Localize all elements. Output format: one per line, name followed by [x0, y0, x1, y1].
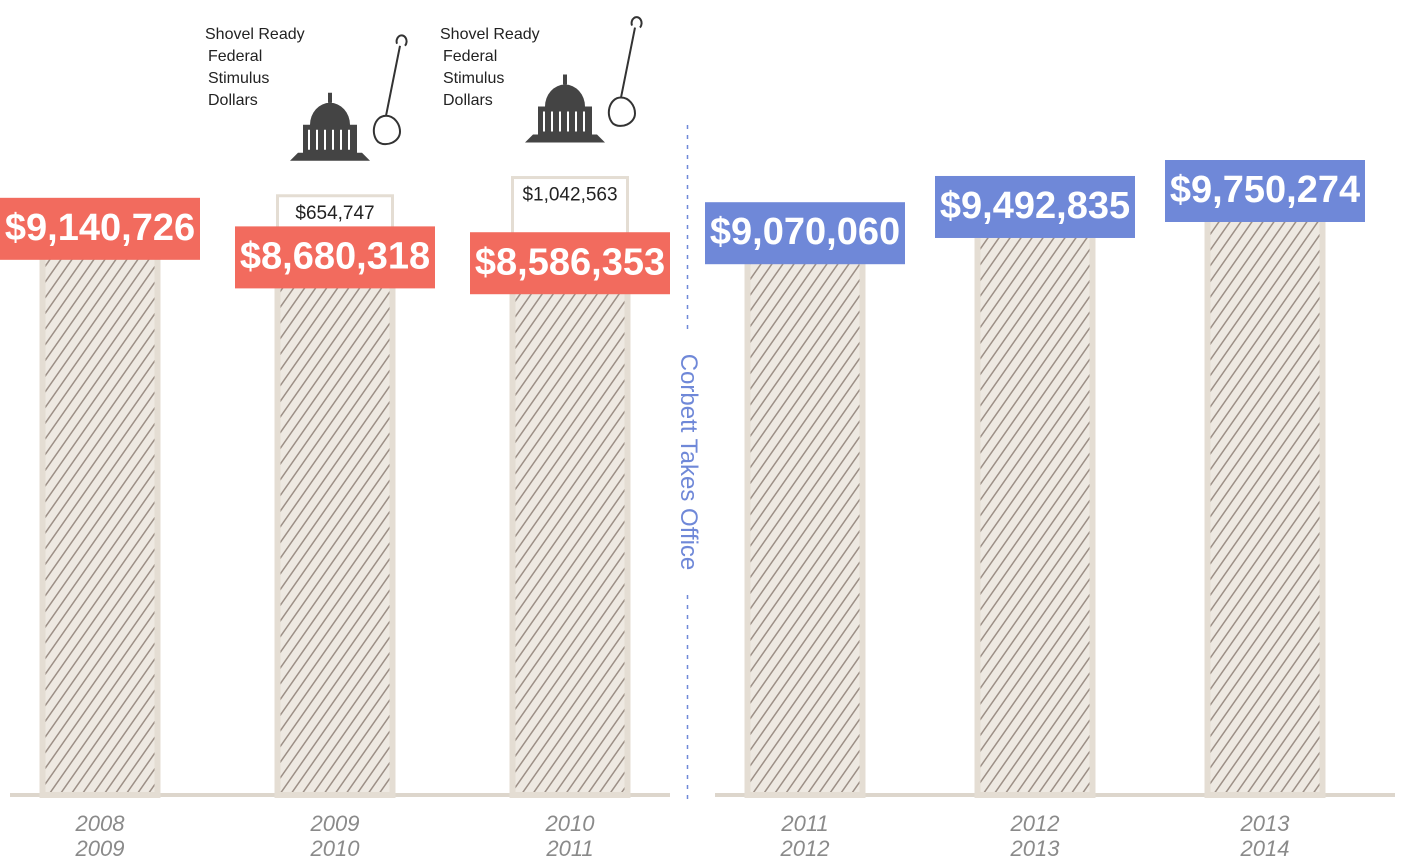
- capitol-icon: [290, 93, 370, 161]
- value-label: $8,680,318: [240, 235, 430, 277]
- bar: [978, 206, 1093, 795]
- x-tick-label: 2011: [780, 811, 828, 836]
- x-tick-label: 2009: [310, 811, 360, 836]
- x-tick-label: 2010: [310, 836, 361, 861]
- x-tick-label: 2013: [1010, 836, 1061, 861]
- value-label: $9,750,274: [1170, 169, 1360, 211]
- value-label: $8,586,353: [475, 241, 665, 283]
- chart: $9,140,72620082009$654,747Shovel ReadyFe…: [0, 0, 1405, 867]
- shovel-icon: [374, 35, 407, 144]
- value-label: $9,492,835: [940, 185, 1130, 227]
- bar: [43, 228, 158, 795]
- bar: [748, 232, 863, 795]
- x-tick-label: 2012: [780, 836, 830, 861]
- x-tick-label: 2011: [545, 836, 593, 861]
- x-tick-label: 2014: [1240, 836, 1290, 861]
- stimulus-label: $654,747: [295, 203, 374, 224]
- annotation: Corbett Takes Office: [675, 354, 702, 571]
- x-tick-label: 2013: [1240, 811, 1291, 836]
- value-label: $9,070,060: [710, 211, 900, 253]
- bar: [1208, 190, 1323, 795]
- stimulus-label: $1,042,563: [522, 185, 617, 206]
- x-tick-label: 2009: [75, 836, 125, 861]
- x-tick-label: 2008: [75, 811, 126, 836]
- capitol-icon: [525, 75, 605, 143]
- value-label: $9,140,726: [5, 207, 195, 249]
- shovel-icon: [609, 17, 642, 126]
- bar: [278, 256, 393, 795]
- x-tick-label: 2010: [545, 811, 596, 836]
- x-tick-label: 2012: [1010, 811, 1060, 836]
- bar: [513, 262, 628, 795]
